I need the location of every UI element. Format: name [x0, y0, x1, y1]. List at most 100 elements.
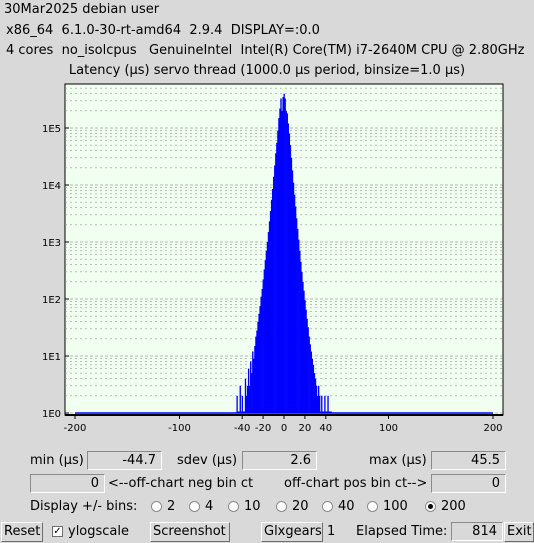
header-date-user: 30Mar2025 debian user — [4, 2, 160, 17]
ylogscale-label[interactable]: ylogscale — [68, 524, 130, 539]
histogram-bar — [323, 411, 325, 413]
histogram-bar — [294, 206, 297, 413]
histogram-bar — [297, 228, 299, 413]
bins-radio-label[interactable]: 40 — [338, 499, 355, 514]
histogram-bar — [258, 313, 260, 413]
x-tick-label: 20 — [299, 423, 312, 434]
histogram-bar — [261, 288, 263, 413]
histogram-bar — [328, 411, 330, 413]
histogram-bar — [271, 189, 274, 413]
histogram-bar — [327, 395, 329, 413]
bins-radio-label[interactable]: 4 — [205, 499, 214, 514]
histogram-bar — [304, 300, 306, 413]
max-label: max (µs) — [369, 453, 427, 468]
histogram-bar — [314, 378, 317, 413]
histogram-bar — [240, 411, 242, 413]
histogram-bar — [281, 110, 283, 413]
x-tick-label: -100 — [168, 423, 191, 434]
pos-bin-count: 0 — [431, 474, 506, 493]
histogram-bar — [275, 153, 277, 413]
histogram-bar — [293, 194, 296, 413]
exit-button[interactable]: Exit — [504, 522, 534, 542]
histogram-bar — [311, 358, 314, 413]
histogram-bar — [265, 250, 268, 413]
bins-radio-label[interactable]: 100 — [383, 499, 408, 514]
y-tick-label: 1E4 — [42, 181, 61, 192]
histogram-bar — [315, 385, 318, 413]
histogram-bar — [262, 279, 264, 413]
sdev-value: 2.6 — [242, 451, 317, 470]
neg-bin-count: 0 — [30, 474, 105, 493]
histogram-bar — [241, 395, 244, 413]
sdev-label: sdev (µs) — [177, 453, 238, 468]
y-tick-label: 1E2 — [42, 295, 61, 306]
latency-histogram: 1E0 1E1 1E2 1E3 1E4 1E5 -200 -100 -40 -20 0 20 40 100… — [0, 80, 534, 450]
histogram-bar — [305, 309, 307, 413]
ylogscale-checkbox[interactable]: ✓ — [52, 526, 63, 537]
bins-radio-label[interactable]: 20 — [292, 499, 309, 514]
header-system-info: x86_64 6.1.0-30-rt-amd64 2.9.4 DISPLAY=:… — [6, 23, 320, 38]
histogram-bar — [282, 96, 284, 413]
histogram-bar — [248, 385, 251, 413]
histogram-bar — [242, 411, 245, 413]
histogram-bar — [309, 344, 311, 413]
histogram-bar — [317, 385, 320, 413]
histogram-bar — [279, 108, 281, 413]
neg-bin-label: <--off-chart neg bin ct — [108, 476, 254, 491]
screenshot-button[interactable]: Screenshot — [150, 522, 230, 542]
x-tick-label: 100 — [379, 423, 398, 434]
histogram-bar — [256, 330, 258, 413]
histogram-bar — [270, 199, 273, 413]
elapsed-time-value: 814 — [451, 522, 503, 541]
histogram-bar — [278, 117, 280, 413]
histogram-bar — [286, 113, 288, 413]
histogram-bar — [263, 269, 265, 413]
histogram-bar — [291, 170, 294, 413]
y-tick-label: 1E5 — [42, 124, 61, 135]
histogram-bar — [253, 358, 255, 413]
bins-radio-label[interactable]: 2 — [167, 499, 176, 514]
bins-radio-200[interactable] — [425, 501, 436, 512]
histogram-bar — [299, 250, 301, 413]
histogram-bar — [326, 411, 328, 413]
bins-radio-100[interactable] — [367, 501, 378, 512]
histogram-bar — [308, 336, 310, 413]
histogram-bar — [238, 411, 240, 413]
bins-radio-40[interactable] — [322, 501, 333, 512]
pos-bin-label: off-chart pos bin ct--> — [284, 476, 428, 491]
x-tick-label: 0 — [281, 423, 287, 434]
histogram-bar — [243, 411, 246, 413]
histogram-bar — [259, 306, 261, 413]
min-label: min (µs) — [30, 453, 84, 468]
histogram-bar — [244, 378, 247, 413]
y-tick-label: 1E1 — [42, 352, 61, 363]
bins-radio-10[interactable] — [228, 501, 239, 512]
histogram-bar — [269, 210, 272, 413]
bins-radio-label[interactable]: 200 — [441, 499, 466, 514]
histogram-bar — [320, 411, 322, 413]
bins-radio-4[interactable] — [189, 501, 200, 512]
histogram-bar — [284, 98, 286, 413]
glxgears-button[interactable]: Glxgears — [261, 522, 323, 542]
histogram-bar — [303, 290, 305, 413]
reset-button[interactable]: Reset — [1, 522, 43, 542]
histogram-bar — [245, 395, 248, 413]
histogram-bar — [301, 271, 303, 413]
histogram-bar — [307, 327, 309, 413]
histogram-bar — [247, 368, 250, 413]
bins-radio-label[interactable]: 10 — [244, 499, 261, 514]
histogram-bar — [306, 318, 308, 413]
histogram-bar — [264, 260, 267, 413]
histogram-bar — [313, 373, 316, 413]
histogram-bar — [276, 142, 278, 414]
bins-radio-20[interactable] — [276, 501, 287, 512]
histogram-bar — [330, 411, 332, 413]
bins-radio-2[interactable] — [151, 501, 162, 512]
histogram-bar — [274, 165, 276, 413]
histogram-bar — [324, 395, 326, 413]
y-tick-label: 1E0 — [42, 409, 61, 420]
histogram-bar — [251, 373, 253, 413]
histogram-bar — [267, 231, 270, 413]
x-tick-label: -200 — [64, 423, 87, 434]
bins-label: Display +/- bins: — [30, 499, 138, 514]
